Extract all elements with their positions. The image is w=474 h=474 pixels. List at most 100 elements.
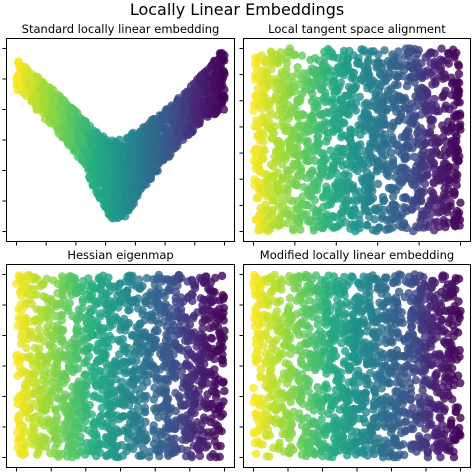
scatter-point bbox=[454, 86, 464, 96]
scatter-point bbox=[308, 89, 317, 98]
scatter-point bbox=[373, 61, 382, 71]
scatter-point bbox=[361, 175, 370, 184]
scatter-point bbox=[28, 434, 38, 443]
scatter-point bbox=[187, 453, 197, 462]
scatter-point bbox=[401, 194, 411, 203]
scatter-point bbox=[46, 449, 55, 458]
scatter-point bbox=[88, 429, 97, 438]
scatter-point bbox=[38, 385, 47, 394]
scatter-point bbox=[190, 408, 199, 418]
scatter-point bbox=[54, 129, 64, 138]
scatter-point bbox=[330, 86, 340, 96]
scatter-point bbox=[306, 169, 315, 178]
scatter-point bbox=[96, 439, 105, 448]
scatter-point bbox=[346, 155, 356, 164]
scatter-point bbox=[126, 159, 135, 169]
scatter-point bbox=[276, 141, 285, 150]
scatter-point bbox=[294, 152, 303, 161]
scatter-point bbox=[337, 130, 347, 139]
scatter-point bbox=[289, 226, 298, 235]
scatter-point bbox=[23, 288, 33, 297]
scatter-point bbox=[95, 177, 104, 186]
scatter-point bbox=[57, 401, 67, 410]
scatter-point bbox=[155, 452, 164, 461]
scatter-point bbox=[126, 442, 135, 451]
scatter-point bbox=[438, 74, 448, 84]
scatter-point bbox=[338, 207, 347, 217]
scatter-point bbox=[198, 301, 207, 310]
scatter-point bbox=[123, 343, 133, 353]
scatter-point bbox=[123, 434, 133, 443]
scatter-point bbox=[191, 430, 201, 439]
scatter-point bbox=[80, 371, 89, 380]
scatter-point bbox=[46, 368, 55, 377]
scatter-point bbox=[334, 144, 343, 153]
scatter-point bbox=[387, 132, 397, 141]
panel-title: Standard locally linear embedding bbox=[22, 22, 220, 36]
scatter-point bbox=[284, 114, 293, 123]
scatter-point bbox=[195, 115, 205, 124]
scatter-point bbox=[391, 172, 400, 182]
scatter-point bbox=[88, 322, 97, 331]
scatter-point bbox=[316, 173, 325, 182]
scatter-point bbox=[393, 80, 402, 90]
scatter-point bbox=[306, 55, 315, 65]
scatter-point bbox=[303, 125, 312, 134]
panel-title: Local tangent space alignment bbox=[268, 22, 446, 36]
scatter-point bbox=[258, 87, 267, 97]
scatter-point bbox=[207, 387, 217, 396]
scatter-point bbox=[281, 151, 290, 160]
scatter-point bbox=[206, 277, 216, 287]
scatter-point bbox=[368, 186, 377, 196]
scatter-point bbox=[118, 152, 127, 162]
scatter-point bbox=[269, 129, 279, 138]
scatter-point bbox=[384, 223, 393, 233]
scatter-point bbox=[278, 174, 288, 183]
scatter-point bbox=[289, 50, 299, 60]
scatter-point bbox=[171, 388, 180, 398]
panel-title: Hessian eigenmap bbox=[67, 248, 173, 262]
scatter-point bbox=[209, 322, 218, 331]
scatter-point bbox=[369, 97, 378, 106]
scatter-point bbox=[205, 294, 214, 303]
scatter-point bbox=[87, 438, 96, 447]
scatter-point bbox=[84, 445, 93, 455]
scatter-point bbox=[204, 315, 213, 324]
scatter-point bbox=[124, 306, 133, 315]
scatter-point bbox=[183, 345, 193, 354]
scatter-point bbox=[190, 328, 199, 337]
scatter-point bbox=[111, 138, 120, 147]
scatter-point bbox=[155, 365, 165, 374]
scatter-point bbox=[150, 343, 159, 352]
scatter-point bbox=[114, 286, 123, 295]
scatter-point bbox=[196, 350, 205, 359]
scatter-point bbox=[289, 159, 298, 169]
scatter-point bbox=[451, 162, 460, 172]
scatter-point bbox=[75, 137, 84, 147]
scatter-point bbox=[348, 72, 358, 81]
scatter-point bbox=[85, 172, 94, 182]
scatter-point bbox=[388, 200, 398, 209]
scatter-point bbox=[364, 144, 374, 154]
scatter-point bbox=[108, 199, 117, 209]
scatter-point bbox=[33, 275, 42, 284]
scatter-point bbox=[25, 76, 34, 86]
scatter-point bbox=[187, 275, 196, 285]
scatter-point bbox=[254, 53, 264, 63]
scatter-point bbox=[179, 116, 189, 126]
scatter-point bbox=[135, 319, 144, 329]
scatter-point bbox=[380, 161, 389, 170]
scatter-point bbox=[334, 221, 343, 231]
scatter-point bbox=[301, 149, 310, 158]
scatter-point bbox=[438, 92, 447, 102]
scatter-point bbox=[323, 133, 333, 142]
scatter-point bbox=[361, 205, 370, 214]
scatter-point bbox=[387, 125, 396, 134]
scatter-point bbox=[131, 347, 140, 356]
scatter-point bbox=[401, 115, 410, 125]
scatter-point bbox=[20, 272, 29, 281]
scatter-point bbox=[17, 306, 26, 316]
scatter-point bbox=[433, 138, 442, 147]
scatter-point bbox=[285, 144, 295, 153]
scatter-points bbox=[249, 44, 465, 236]
